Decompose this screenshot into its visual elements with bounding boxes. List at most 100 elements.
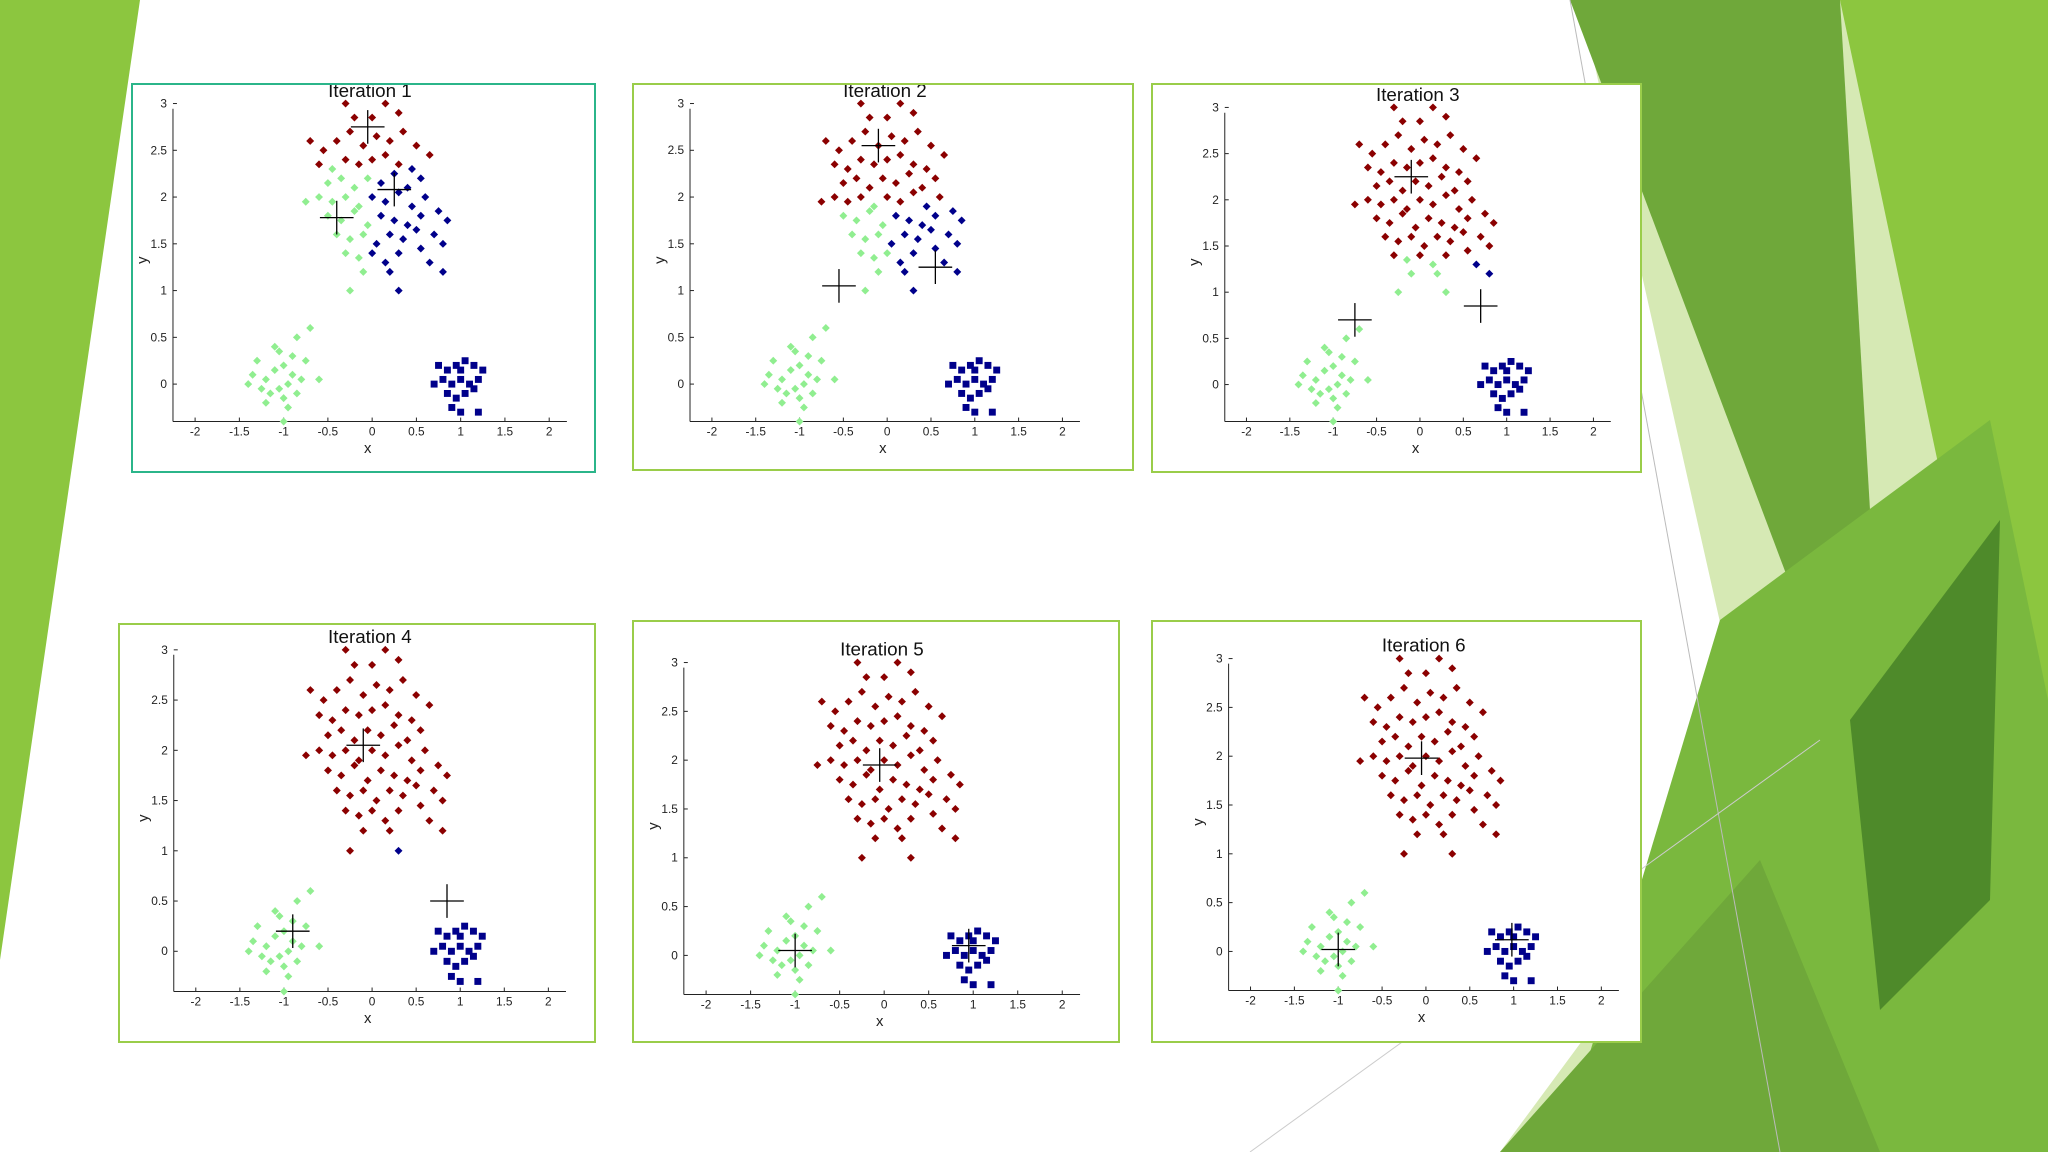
x-tick-label: -0.5: [833, 424, 854, 438]
data-point: [350, 736, 359, 745]
data-point: [1457, 742, 1465, 751]
data-point: [407, 756, 416, 765]
data-point: [1355, 325, 1364, 334]
panel-iteration-5[interactable]: Iteration 5 -2 -1.5 -1 -0.5 0 0.5 1 1.5 2 0 0.5 1 1.5…: [632, 620, 1120, 1043]
x-tick-label: -1: [794, 424, 805, 438]
data-point: [394, 249, 403, 258]
data-point: [1459, 145, 1468, 153]
data-point: [906, 751, 915, 760]
data-point: [927, 141, 935, 150]
x-tick-label: 0.5: [408, 994, 425, 1008]
data-point: [896, 258, 905, 267]
data-point: [817, 892, 826, 901]
data-point: [951, 947, 959, 954]
centroid-marker: [862, 748, 897, 782]
data-point: [1478, 708, 1487, 717]
data-point: [346, 127, 354, 136]
data-point: [1490, 390, 1498, 398]
x-tick-label: -1.5: [230, 994, 251, 1008]
data-point: [408, 202, 416, 211]
scatter-chart-6: Iteration 6 -2 -1.5 -1 -0.5 0 0.5 1 1.5 2 0 0.5 1 1.5…: [1191, 635, 1619, 1026]
data-point: [856, 193, 865, 202]
data-point: [821, 136, 830, 145]
data-point: [341, 806, 350, 815]
data-point: [1386, 791, 1395, 800]
data-point: [279, 361, 288, 370]
y-axis-label: y: [1187, 258, 1203, 266]
data-point: [1417, 732, 1426, 741]
data-point: [399, 127, 408, 136]
data-point: [1443, 727, 1452, 736]
data-point: [470, 385, 478, 393]
data-point: [425, 701, 434, 710]
data-point: [1385, 218, 1394, 227]
data-point: [1532, 933, 1540, 941]
data-point: [906, 853, 915, 862]
data-point: [1407, 232, 1416, 241]
data-point: [421, 193, 430, 202]
data-point: [1446, 237, 1455, 246]
data-point: [1426, 688, 1435, 697]
scatter-chart-3: Iteration 3 -2 -1.5 -1 -0.5 0 0.5 1 1.5 2 0 0.5 1 1.5…: [1187, 85, 1611, 457]
data-point: [1363, 163, 1372, 172]
data-point: [1478, 820, 1487, 829]
data-point: [883, 113, 892, 122]
data-point: [971, 375, 979, 383]
data-point: [906, 722, 915, 730]
data-point: [902, 780, 911, 789]
data-point: [1337, 371, 1346, 380]
y-tick-label: 0: [677, 377, 684, 391]
data-point: [341, 155, 350, 164]
data-point: [871, 795, 880, 804]
data-point: [799, 380, 808, 389]
data-point: [1472, 154, 1481, 163]
data-point: [1511, 381, 1519, 389]
data-point: [965, 966, 973, 974]
data-point: [1372, 214, 1381, 223]
panel-iteration-6[interactable]: Iteration 6 -2 -1.5 -1 -0.5 0 0.5 1 1.5 2 0 0.5 1 1.5…: [1151, 620, 1642, 1043]
panel-iteration-3[interactable]: Iteration 3 -2 -1.5 -1 -0.5 0 0.5 1 1.5 2 0 0.5 1 1.5…: [1151, 83, 1642, 473]
data-point: [266, 389, 275, 398]
x-tick-label: -2: [190, 424, 201, 438]
data-point: [1442, 163, 1450, 172]
data-point: [297, 942, 306, 951]
data-point: [1516, 385, 1524, 393]
data-point: [288, 370, 297, 379]
data-point: [443, 366, 451, 374]
x-tick-label: -0.5: [1372, 993, 1393, 1007]
panel-iteration-4[interactable]: Iteration 4 -2 -1.5 -1 -0.5 0 0.5 1 1.5 2 0 0.5 1 1.5…: [118, 623, 596, 1043]
data-point: [350, 207, 359, 216]
data-point: [439, 239, 447, 248]
data-point: [786, 366, 795, 375]
data-point: [461, 357, 469, 365]
panel-iteration-2[interactable]: Iteration 2 -2 -1.5 -1 -0.5 0 0.5 1 1.5 2 0 0.5 1 1.5…: [632, 83, 1134, 471]
data-point: [306, 686, 315, 694]
scatter-chart-2: Iteration 2 -2 -1.5 -1 -0.5 0 0.5 1 1.5 2 0 0.5 1 1.5…: [652, 85, 1080, 457]
data-point: [808, 946, 817, 955]
data-point: [1312, 952, 1321, 961]
data-point: [891, 211, 900, 220]
data-point: [974, 961, 982, 969]
y-axis-label: y: [135, 256, 151, 264]
y-tick-label: 0: [671, 948, 678, 962]
data-point: [918, 183, 927, 192]
y-tick-label: 1.5: [151, 794, 168, 808]
data-point: [279, 394, 288, 403]
data-point: [898, 697, 906, 706]
data-point: [944, 230, 953, 239]
x-tick-label: -2: [1245, 993, 1256, 1007]
data-point: [443, 216, 452, 225]
data-point: [390, 771, 399, 780]
data-point: [839, 211, 848, 220]
y-tick-label: 1: [160, 284, 167, 298]
data-point: [875, 736, 884, 745]
data-point: [456, 942, 464, 950]
data-point: [452, 361, 460, 369]
data-point: [1452, 683, 1461, 692]
data-point: [870, 160, 878, 169]
panel-iteration-1[interactable]: Iteration 1 -2 -1.5 -1 -0.5 0 0.5 1 1.5 2 0 0.5 1 1.5…: [131, 83, 596, 473]
data-point: [1494, 381, 1502, 389]
data-point: [929, 809, 938, 818]
data-point: [1421, 752, 1430, 761]
data-point: [443, 771, 451, 780]
